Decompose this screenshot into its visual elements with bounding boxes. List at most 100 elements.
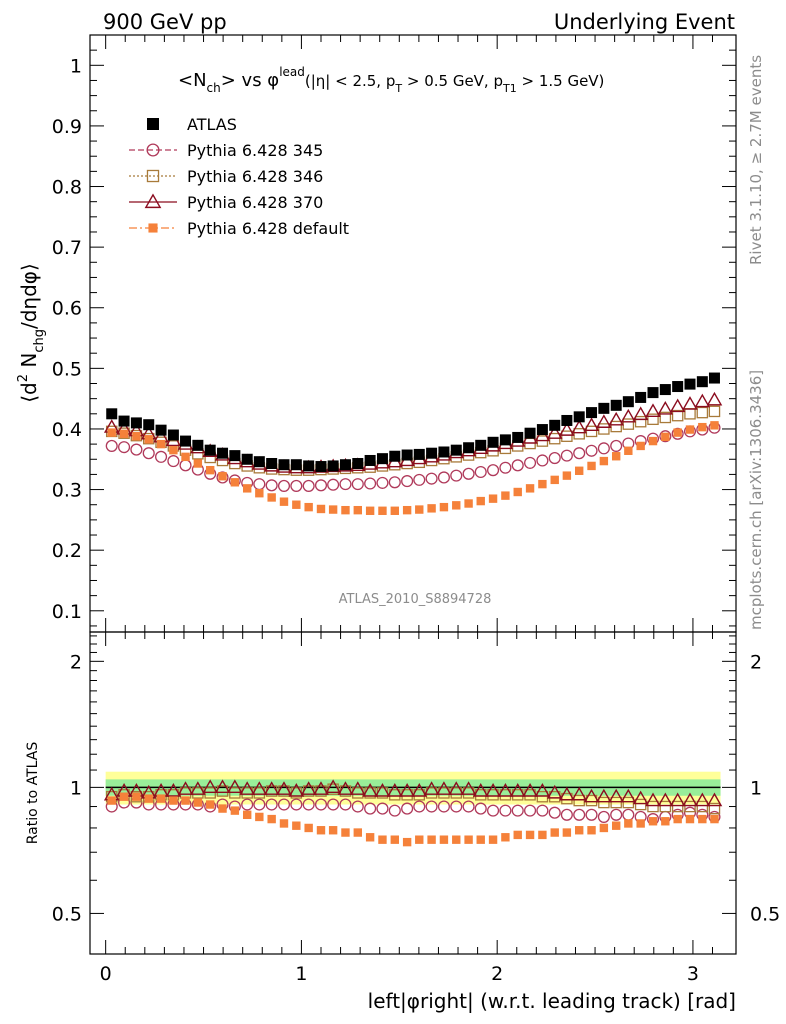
data-point <box>598 402 610 414</box>
data-point <box>636 441 645 451</box>
top-series <box>103 372 723 515</box>
ratio-point <box>399 783 415 797</box>
data-point <box>476 496 485 506</box>
ratio-point <box>524 804 537 817</box>
data-point <box>513 487 522 497</box>
data-point <box>425 472 438 485</box>
data-point <box>351 478 364 491</box>
data-point <box>706 391 723 406</box>
data-point <box>290 459 302 471</box>
data-point <box>241 453 253 465</box>
data-point <box>525 484 535 493</box>
ratio-point <box>365 833 375 842</box>
ratio-point <box>376 802 389 815</box>
data-point <box>364 454 376 466</box>
ratio-point <box>585 794 598 807</box>
data-point <box>327 478 340 491</box>
ratio-point <box>279 819 289 828</box>
x-axis-label: left|φright| (w.r.t. leading track) [rad… <box>368 989 736 1013</box>
data-point <box>378 506 387 515</box>
legend-label: Pythia 6.428 370 <box>187 193 323 212</box>
ratio-point <box>657 792 674 807</box>
legend-label: Pythia 6.428 346 <box>187 167 323 186</box>
data-point <box>499 461 512 474</box>
ratio-point <box>706 792 723 807</box>
ratio-point <box>325 779 341 794</box>
data-point <box>437 471 450 484</box>
data-point <box>255 489 264 498</box>
data-point <box>538 479 547 489</box>
ratio-point <box>710 814 719 824</box>
data-point <box>475 439 487 451</box>
ratio-point <box>499 789 512 801</box>
bottom-series <box>103 779 723 847</box>
data-point <box>536 454 549 467</box>
ratio-point <box>218 804 227 813</box>
header-left: 900 GeV pp <box>103 10 227 34</box>
ratio-point <box>645 792 661 807</box>
ratio-point <box>583 788 600 803</box>
ratio-point <box>242 810 252 820</box>
bottom-frame <box>89 631 737 955</box>
data-point <box>314 479 328 492</box>
ratio-point <box>253 798 266 811</box>
ratio-point <box>292 821 301 830</box>
data-point <box>167 455 180 468</box>
ratio-point <box>386 783 403 797</box>
top-ytick-label: 0.9 <box>52 116 82 138</box>
ratio-point <box>190 781 206 795</box>
top-ylabel: ⟨d2 Nchg/dηdφ⟩ <box>16 263 47 403</box>
data-point <box>279 497 289 506</box>
ratio-point <box>316 826 326 835</box>
ratio-point <box>546 784 563 799</box>
data-point <box>487 464 500 477</box>
ratio-point <box>574 826 584 835</box>
data-point <box>143 419 155 431</box>
data-point <box>401 449 413 461</box>
ratio-point <box>511 804 524 817</box>
data-point <box>610 399 622 411</box>
ratio-point <box>561 792 573 805</box>
legend-marker <box>146 143 160 157</box>
data-point <box>118 415 130 427</box>
ratio-point <box>177 781 194 795</box>
ratio-point <box>622 796 635 809</box>
data-point <box>119 429 129 439</box>
top-ytick-label: 0.5 <box>52 358 82 380</box>
data-point <box>546 425 563 439</box>
data-point <box>452 501 461 510</box>
data-point <box>130 417 142 429</box>
data-point <box>672 381 684 393</box>
data-point <box>365 506 375 515</box>
data-point <box>402 505 412 515</box>
data-point <box>118 427 130 439</box>
data-point <box>622 418 635 430</box>
ratio-point <box>411 783 428 797</box>
ratio-point <box>230 806 240 815</box>
data-point <box>463 442 475 454</box>
ratio-point <box>464 835 473 844</box>
data-point <box>389 450 401 462</box>
data-point <box>304 502 313 512</box>
data-point <box>132 432 141 441</box>
data-point <box>181 452 190 462</box>
ratio-point <box>288 783 305 797</box>
data-point <box>622 396 634 408</box>
data-point <box>511 459 524 472</box>
bottom-ytick-label: 2 <box>70 651 82 673</box>
ratio-point <box>487 804 500 817</box>
ratio-point <box>538 830 547 840</box>
ratio-point <box>302 798 315 811</box>
ratio-point <box>708 802 721 815</box>
legend: ATLAS Pythia 6.428 345 Pythia 6.428 346 Pyt… <box>129 115 349 238</box>
ratio-point <box>132 792 141 801</box>
data-point <box>661 432 670 442</box>
data-point <box>684 378 696 390</box>
ratio-point <box>202 779 219 794</box>
data-point <box>501 491 510 500</box>
ratio-point <box>694 792 711 807</box>
data-point <box>462 467 475 480</box>
bottom-y-ticks: 0.5 0.5 1 1 2 2 <box>52 635 780 955</box>
ratio-point <box>460 781 477 795</box>
